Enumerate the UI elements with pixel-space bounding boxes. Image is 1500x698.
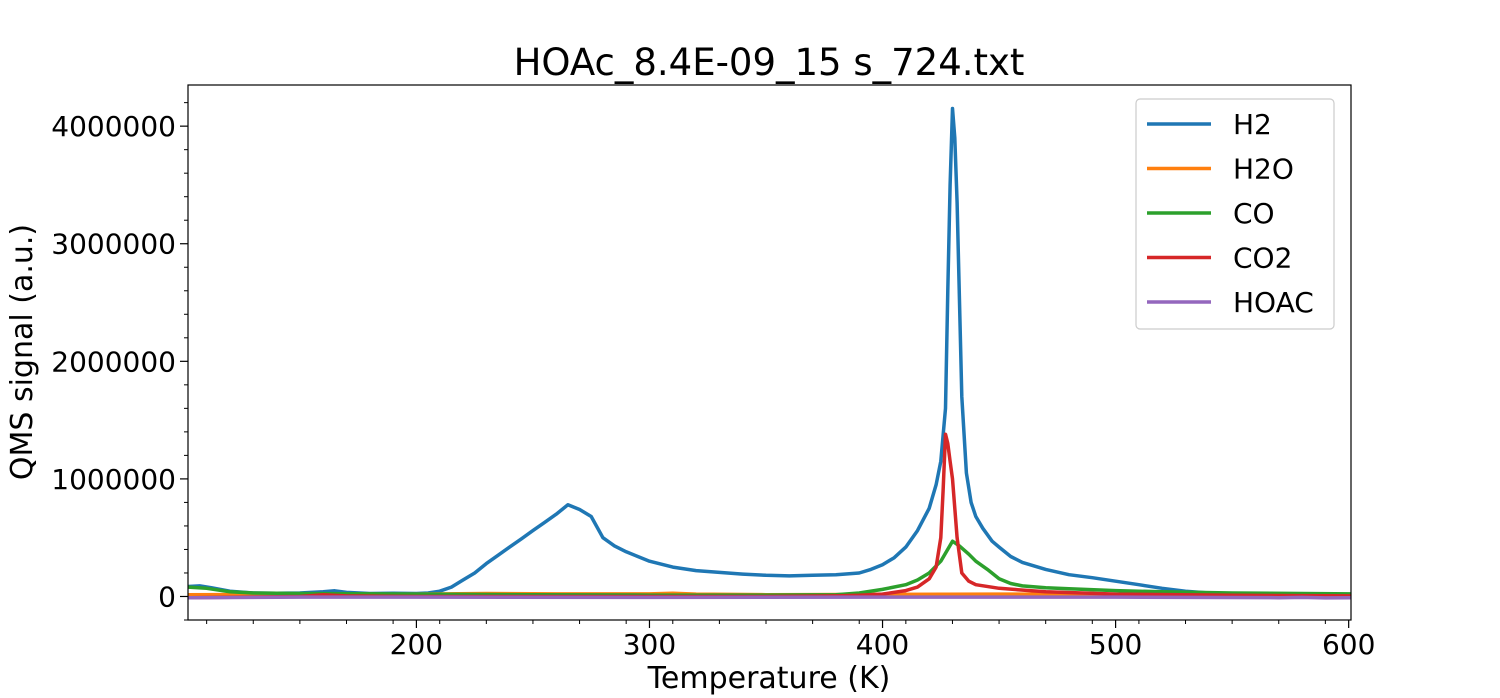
series-line-co2 [188,432,1351,600]
x-tick-label: 400 [856,628,909,661]
y-tick-label: 4000000 [51,110,176,143]
x-axis-label: Temperature (K) [647,661,891,696]
x-tick-label: 500 [1089,628,1142,661]
legend-item-hoac: HOAC [1147,286,1314,319]
legend-item-co: CO [1147,197,1275,230]
y-tick-label: 0 [158,580,176,613]
legend-label: H2 [1233,108,1272,141]
y-tick-label: 1000000 [51,463,176,496]
y-tick-label: 3000000 [51,228,176,261]
x-tick-label: 600 [1322,628,1375,661]
series-lines [188,106,1351,600]
legend-item-h2o: H2O [1147,153,1294,186]
x-tick-label: 200 [390,628,443,661]
y-axis-label: QMS signal (a.u.) [5,224,40,480]
chart-title: HOAc_8.4E-09_15 s_724.txt [514,41,1025,84]
legend-label: H2O [1233,153,1294,186]
x-tick-label: 300 [623,628,676,661]
legend-item-co2: CO2 [1147,242,1292,275]
legend-frame [1135,98,1335,330]
x-axis: 200 300 400 500 600 [206,620,1375,661]
legend-item-h2: H2 [1147,108,1272,141]
legend-label: CO [1233,197,1275,230]
series-line-hoac [188,595,1351,600]
legend-label: CO2 [1233,242,1292,275]
y-tick-label: 2000000 [51,345,176,378]
plot-frame [187,84,1352,621]
legend: H2 H2O CO CO2 HOAC [1135,98,1335,330]
y-axis: 0 1000000 2000000 3000000 4000000 [51,102,188,621]
series-line-co [188,539,1351,597]
legend-label: HOAC [1233,286,1314,319]
